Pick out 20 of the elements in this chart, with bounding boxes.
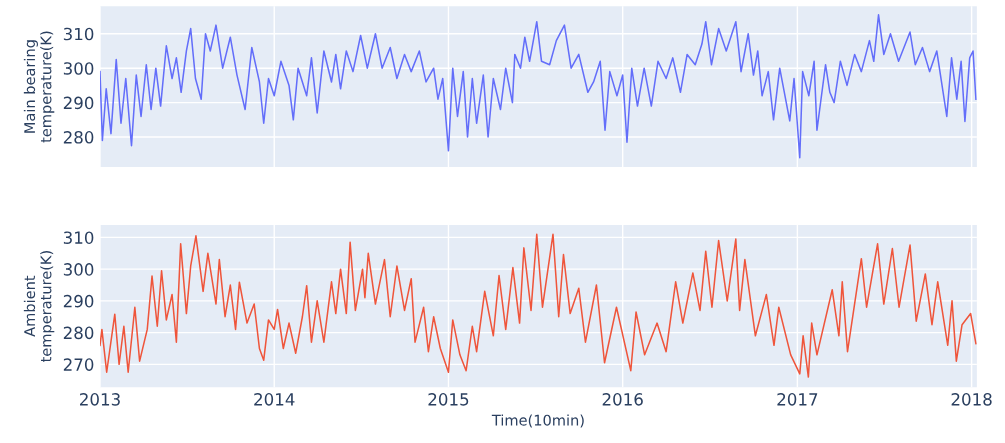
y-axis-title: Main bearing temperature(K) [23, 31, 55, 143]
x-tick-label: 2017 [777, 393, 818, 406]
y-tick-label: 290 [63, 294, 94, 308]
y-axis-title: Ambient temperature(K) [23, 251, 55, 363]
x-tick-label: 2018 [951, 393, 992, 406]
y-tick-label: 290 [63, 96, 94, 110]
y-tick-label: 280 [63, 326, 94, 340]
y-tick-label: 270 [63, 358, 94, 371]
y-tick-label: 300 [63, 263, 94, 276]
y-tick-label: 280 [63, 131, 94, 144]
x-tick-label: 2013 [80, 393, 120, 406]
x-tick-label: 2015 [428, 393, 469, 406]
y-tick-label: 300 [63, 62, 94, 75]
line-series [100, 233, 977, 378]
x-tick-label: 2014 [254, 393, 295, 406]
y-tick-label: 310 [63, 27, 94, 41]
line-series [100, 14, 977, 159]
x-axis-title: Time(10min) [491, 414, 584, 428]
y-tick-label: 310 [63, 231, 94, 244]
x-tick-label: 2016 [602, 393, 643, 406]
